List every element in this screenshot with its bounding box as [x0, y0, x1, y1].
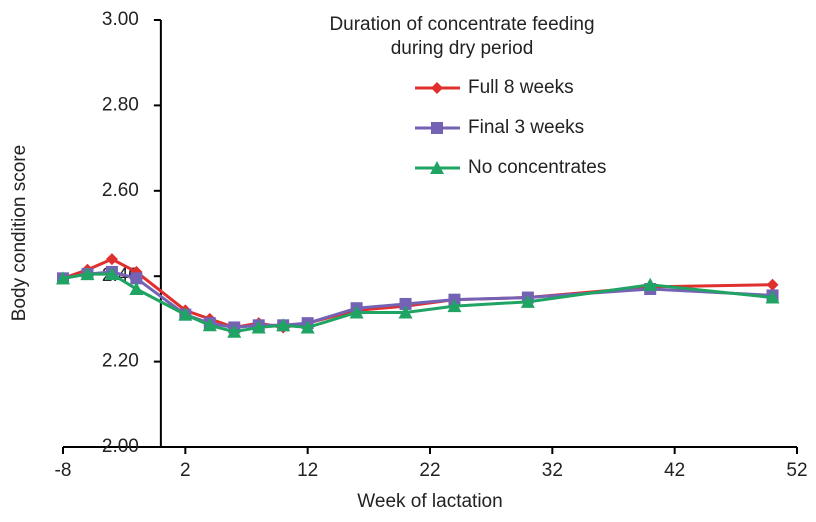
marker: [643, 277, 658, 291]
y-tick-label: 2.20: [102, 351, 139, 372]
legend-label: No concentrates: [468, 157, 606, 178]
legend-marker: [431, 122, 443, 134]
y-tick-label: 2.80: [102, 94, 139, 115]
marker: [227, 324, 242, 338]
marker: [56, 271, 70, 285]
y-tick-label: 2.00: [102, 436, 139, 457]
x-tick-label: 52: [786, 460, 807, 481]
x-tick-label: 32: [542, 460, 563, 481]
x-tick-label: -8: [55, 460, 72, 481]
x-tick-label: 22: [419, 460, 440, 481]
marker: [349, 305, 364, 319]
series-line: [62, 257, 773, 329]
marker: [399, 297, 412, 310]
marker: [202, 318, 217, 332]
legend-label: Final 3 weeks: [468, 117, 584, 138]
marker: [129, 282, 144, 296]
marker: [520, 294, 535, 308]
x-tick-label: 12: [297, 460, 318, 481]
legend-marker: [431, 82, 443, 94]
legend-title: Duration of concentrate feeding: [329, 14, 594, 35]
x-tick-label: 42: [664, 460, 685, 481]
marker: [300, 320, 315, 334]
series-line: [62, 272, 773, 334]
legend-marker: [430, 161, 444, 174]
marker: [105, 253, 118, 266]
legend-label: Full 8 weeks: [468, 77, 574, 98]
marker: [130, 272, 143, 285]
legend-title: during dry period: [391, 38, 534, 59]
marker: [765, 290, 780, 304]
marker: [178, 307, 193, 321]
y-tick-label: 2.60: [102, 180, 139, 201]
marker: [80, 267, 95, 281]
x-tick-label: 2: [180, 460, 191, 481]
marker: [104, 267, 119, 281]
marker: [766, 278, 779, 291]
y-tick-label: 3.00: [102, 9, 139, 30]
y-axis-label: Body condition score: [9, 145, 30, 321]
marker: [251, 320, 266, 334]
marker: [398, 305, 413, 319]
marker: [276, 318, 291, 332]
marker: [447, 299, 462, 313]
x-axis-label: Week of lactation: [357, 491, 502, 512]
